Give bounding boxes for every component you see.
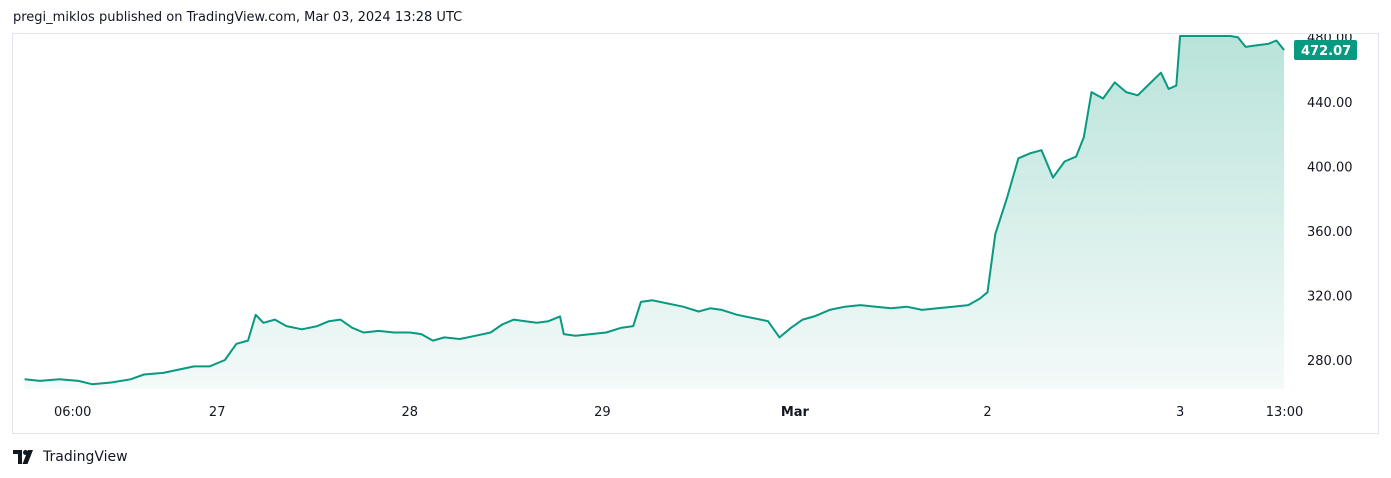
- x-tick-label: 3: [1176, 405, 1184, 420]
- y-tick-label: 320.00: [1307, 289, 1353, 304]
- x-axis: 06:00 27 28 29 Mar 2 3 13:00: [54, 405, 1303, 420]
- x-tick-label: Mar: [781, 405, 810, 420]
- x-tick-label: 13:00: [1266, 405, 1303, 420]
- x-tick-label: 28: [402, 405, 419, 420]
- price-chart[interactable]: 06:00 27 28 29 Mar 2 3 13:00 280.00 320.00 360.00…: [13, 34, 1378, 433]
- x-tick-label: 06:00: [54, 405, 91, 420]
- tradingview-brand-text: TradingView: [43, 449, 128, 465]
- last-price-label: 472.07: [1301, 44, 1351, 59]
- y-tick-label: 440.00: [1307, 96, 1353, 111]
- last-price-badge-bg: [1294, 40, 1357, 60]
- price-series-line: [24, 35, 1285, 386]
- chart-frame: 06:00 27 28 29 Mar 2 3 13:00 280.00 320.00 360.00…: [12, 33, 1379, 434]
- price-badge: 472.07: [1294, 40, 1357, 60]
- y-tick-label: 360.00: [1307, 225, 1353, 240]
- y-tick-label: 280.00: [1307, 354, 1353, 369]
- x-tick-label: 27: [209, 405, 226, 420]
- x-tick-label: 29: [594, 405, 611, 420]
- tradingview-logo-icon: [13, 450, 33, 464]
- publish-info: pregi_miklos published on TradingView.co…: [13, 10, 463, 25]
- price-area-fill: [24, 36, 1285, 389]
- y-tick-label: 400.00: [1307, 160, 1353, 175]
- x-tick-label: 2: [983, 405, 991, 420]
- tradingview-logo[interactable]: TradingView: [13, 447, 128, 467]
